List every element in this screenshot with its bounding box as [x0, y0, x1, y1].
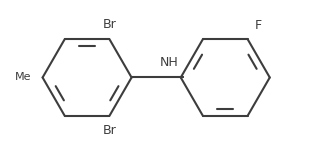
Text: Br: Br: [103, 124, 116, 137]
Text: F: F: [255, 19, 262, 32]
Text: Me: Me: [14, 73, 31, 82]
Text: NH: NH: [160, 56, 179, 69]
Text: Br: Br: [103, 18, 116, 31]
